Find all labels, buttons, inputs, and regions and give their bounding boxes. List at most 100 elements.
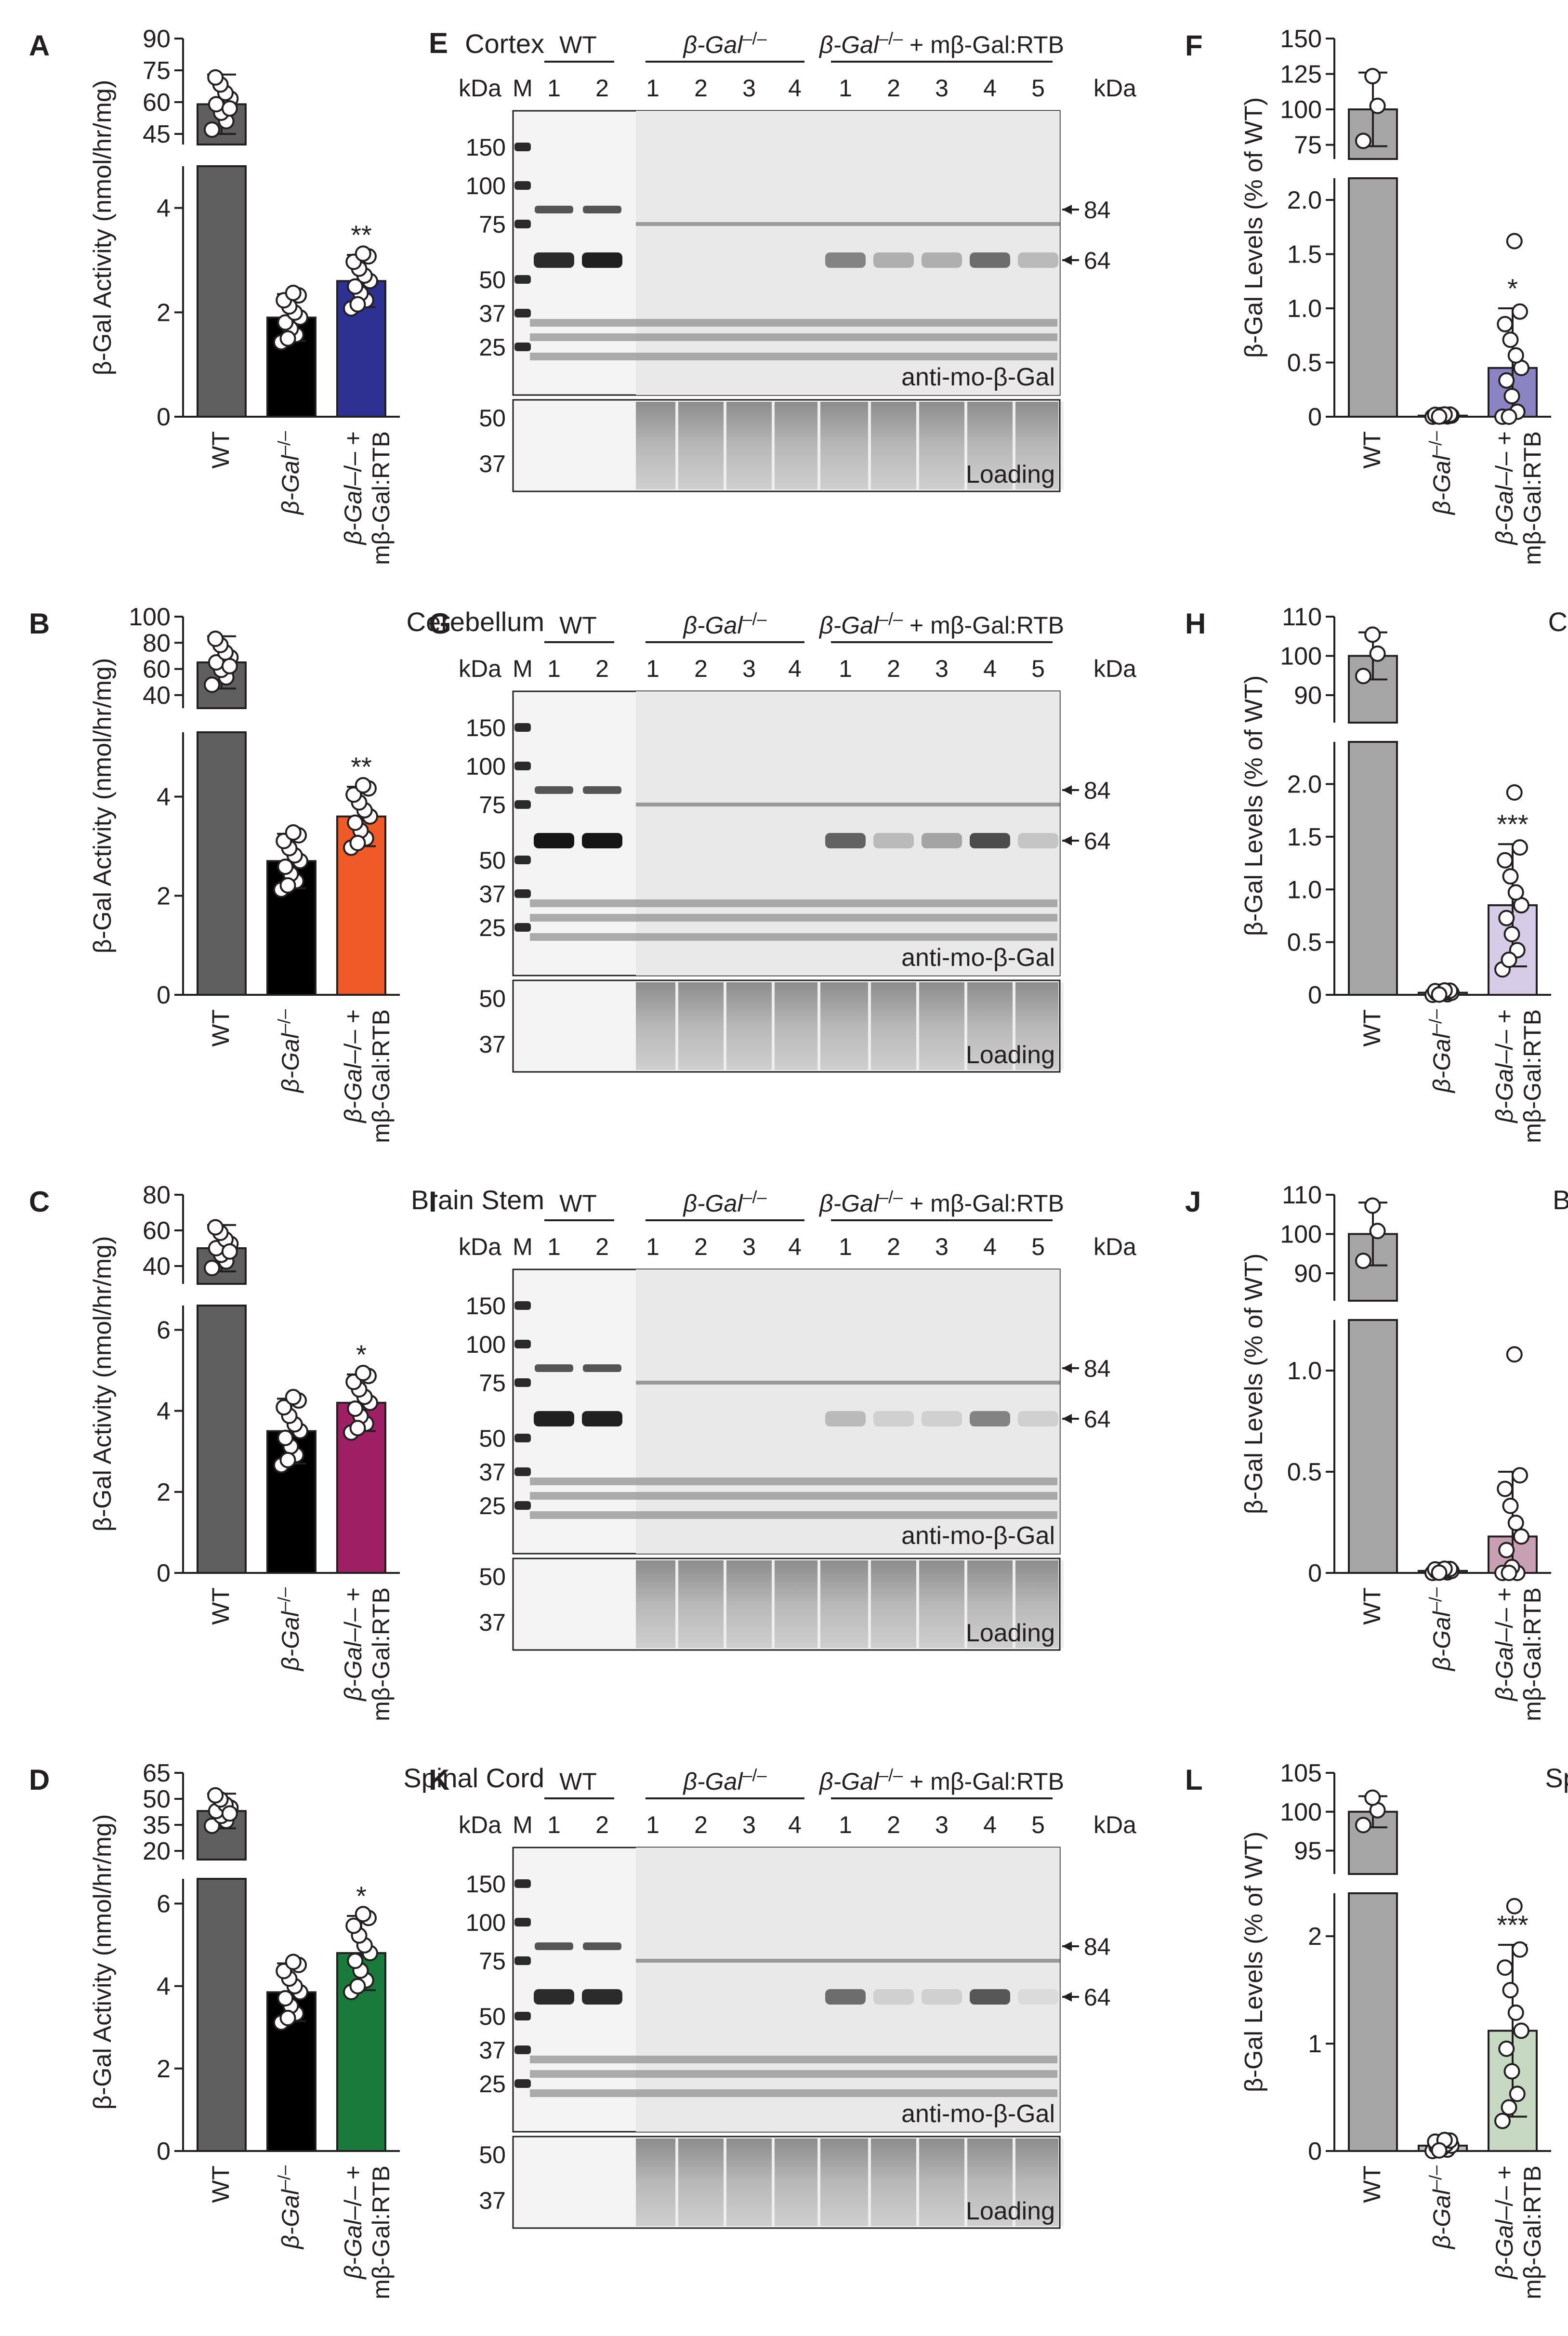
axis-break <box>171 710 185 730</box>
y-tick-label: 1 <box>1308 2030 1322 2058</box>
group-label-treated: β-Gal–/– + mβ-Gal:RTB <box>818 1187 1064 1217</box>
lane-number: 2 <box>887 1233 900 1260</box>
category-text: –/– + <box>1491 1009 1518 1064</box>
ladder-band <box>514 723 531 732</box>
axis-break <box>1323 1303 1336 1318</box>
y-axis-label: β-Gal Activity (nmol/hr/mg) <box>89 1814 117 2110</box>
y-axis-label: β-Gal Levels (% of WT) <box>1240 1254 1268 1514</box>
group-superscript: –/– <box>879 28 903 48</box>
significance-mark: ** <box>351 752 372 782</box>
ladder-label: 37 <box>479 2037 506 2064</box>
y-axis-label: β-Gal Levels (% of WT) <box>1240 97 1268 358</box>
kda-label: kDa <box>459 1811 501 1838</box>
category-text: –/– + <box>1491 431 1518 486</box>
lane-number: 3 <box>935 1233 949 1260</box>
y-tick-label: 125 <box>1280 61 1322 89</box>
y-axis-label: β-Gal Activity (nmol/hr/mg) <box>89 658 117 954</box>
category-text: β-Gal <box>340 485 367 546</box>
y-tick-label: 2 <box>157 299 171 327</box>
y-tick-label: 65 <box>143 1759 171 1787</box>
data-point <box>204 676 220 693</box>
significance-mark: *** <box>1497 1910 1528 1940</box>
y-tick-label: 0 <box>157 403 171 431</box>
x-category-treated-line2: mβ-Gal:RTB <box>1519 2165 1546 2299</box>
ladder-band <box>514 2079 531 2088</box>
chart-panel-C: C Brain Stem β-Gal Activity (nmol/hr/mg) 80… <box>29 1181 544 1721</box>
lane-number: 1 <box>839 1233 852 1260</box>
data-point <box>279 2009 296 2026</box>
y-tick-label: 45 <box>143 120 171 148</box>
ladder-band <box>514 889 531 898</box>
size-marker-84: 84 <box>1084 1933 1111 1960</box>
lane-number: 1 <box>646 1811 659 1838</box>
data-point <box>1503 2063 1520 2080</box>
size-marker-64: 64 <box>1084 828 1111 855</box>
data-point <box>1509 2085 1526 2102</box>
lane-number: 4 <box>983 1811 997 1838</box>
lane-number: 1 <box>646 75 659 102</box>
lane-number: 5 <box>1031 655 1045 682</box>
band-64 <box>873 252 914 268</box>
band-64 <box>922 252 962 268</box>
arrowhead <box>1062 1363 1072 1373</box>
chart-panel-F: FCortexβ-Gal Levels (% of WT)15012510075… <box>1185 25 1551 565</box>
data-point <box>1512 839 1528 856</box>
ladder-label: 25 <box>479 2071 506 2098</box>
loading-label: Loading <box>966 461 1055 488</box>
arrowhead <box>1062 255 1072 265</box>
nonspecific-band <box>530 1478 1057 1485</box>
panel-letter: B <box>29 607 50 640</box>
ladder-label: 50 <box>479 847 506 874</box>
band-64 <box>1018 252 1058 268</box>
x-category-treated: β-Gal–/– + <box>1491 2165 1518 2280</box>
data-point <box>207 1787 224 1804</box>
data-point <box>1506 784 1523 801</box>
data-point <box>221 100 238 117</box>
data-point <box>279 1452 296 1468</box>
chart-panel-B: B Cerebellum β-Gal Activity (nmol/hr/mg) 10… <box>29 603 544 1143</box>
nonspecific-band <box>530 933 1057 941</box>
group-text: β-Gal <box>818 31 880 58</box>
ladder-band <box>514 309 531 317</box>
loading-lanes <box>636 402 1058 489</box>
category-text: β-Gal <box>340 2219 367 2280</box>
y-axis-label: β-Gal Activity (nmol/hr/mg) <box>89 1236 117 1532</box>
data-point <box>1364 1789 1381 1806</box>
category-text: –/– + <box>1491 1587 1518 1642</box>
band-84 <box>583 1364 621 1372</box>
marker-lane-label: M <box>513 75 533 102</box>
axis-break <box>1323 725 1336 740</box>
chart-title: Cortex <box>465 28 544 59</box>
ladder-band <box>514 800 531 809</box>
data-point <box>1355 132 1371 149</box>
category-text: –/– + <box>340 1009 367 1064</box>
y-tick-label: 40 <box>143 1253 171 1280</box>
category-superscript: –/– <box>274 1587 294 1611</box>
loading-marker: 37 <box>479 1031 506 1058</box>
lane-number: 2 <box>694 75 708 102</box>
nonspecific-band <box>530 1492 1057 1500</box>
y-tick-label: 20 <box>143 1837 171 1865</box>
y-tick-label: 2 <box>157 2055 171 2083</box>
x-category-treated: β-Gal–/– + <box>1491 1009 1518 1124</box>
antibody-label: anti-mo-β-Gal <box>901 944 1055 972</box>
data-point <box>1364 626 1381 643</box>
y-tick-label: 1.0 <box>1287 295 1322 323</box>
x-category-treated-line2: mβ-Gal:RTB <box>1519 431 1546 565</box>
y-tick-label: 2 <box>157 882 171 910</box>
axis-break <box>1323 161 1336 176</box>
ladder-band <box>514 1467 531 1476</box>
band-64 <box>970 1411 1010 1426</box>
marker-lane-label: M <box>513 1233 533 1260</box>
lane-number: 3 <box>935 1811 949 1838</box>
loading-label: Loading <box>966 2197 1055 2225</box>
data-point <box>207 631 224 647</box>
lane-number: 2 <box>694 1811 708 1838</box>
y-tick-label: 6 <box>157 1316 171 1344</box>
group-label-ko: β-Gal–/– <box>682 1765 766 1795</box>
lane-number: 3 <box>935 75 949 102</box>
y-tick-label: 2 <box>157 1478 171 1506</box>
lane-number: 5 <box>1031 1233 1045 1260</box>
chart-panel-H: H Cerebellum β-Gal Levels (% of WT) 110 100 9… <box>1185 603 1568 1143</box>
